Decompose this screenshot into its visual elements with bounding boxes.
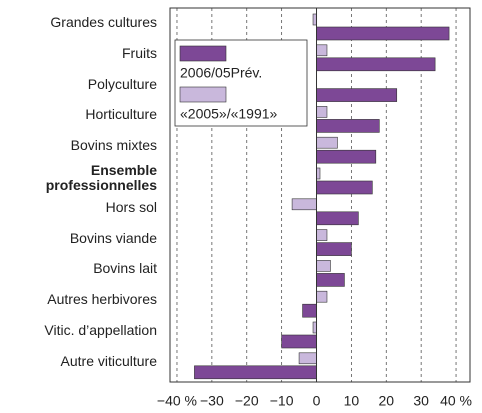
bar — [194, 365, 317, 380]
bar — [316, 260, 331, 272]
category-label: Bovins viande — [69, 229, 157, 246]
category-label: Grandes cultures — [50, 14, 157, 30]
bar — [312, 13, 317, 26]
legend-swatch — [179, 86, 227, 103]
category-label: Fruits — [122, 44, 157, 61]
bar — [316, 44, 328, 57]
category-label: Ensemble professionnelles — [45, 162, 157, 193]
category-label: Bovins mixtes — [70, 137, 157, 154]
bar — [316, 290, 328, 303]
bar — [316, 106, 328, 118]
category-label: Horticulture — [85, 106, 157, 123]
bar — [316, 119, 380, 133]
x-tick-label: −40 % — [157, 393, 197, 409]
legend-label: 2006/05Prév. — [180, 65, 262, 81]
bar — [312, 321, 317, 334]
bar — [316, 211, 359, 226]
x-tick-label: 0 — [313, 393, 321, 409]
bar — [316, 136, 338, 149]
category-label: Vitic. d’appellation — [44, 322, 157, 338]
bar — [316, 229, 328, 241]
x-tick-label: 20 — [378, 393, 394, 409]
bar — [281, 334, 317, 349]
x-tick-label: 30 — [413, 393, 429, 409]
bar — [316, 26, 450, 41]
bar — [316, 242, 352, 256]
bar — [302, 303, 317, 318]
bar — [298, 352, 317, 365]
legend-swatch — [179, 45, 227, 62]
bar — [316, 180, 373, 195]
x-tick-label: −10 — [270, 393, 294, 409]
bar — [316, 167, 321, 180]
category-label: Hors sol — [105, 198, 157, 215]
x-tick-label: 10 — [344, 393, 360, 409]
category-label: Bovins lait — [93, 260, 157, 277]
category-label: Autre viticulture — [60, 352, 157, 369]
bar — [316, 273, 345, 287]
category-label: Polyculture — [87, 75, 157, 92]
legend-label: «2005»/«1991» — [180, 106, 278, 122]
bar — [316, 88, 398, 102]
x-tick-label: −30 — [200, 393, 224, 409]
x-tick-label: 40 % — [440, 393, 472, 409]
bar — [316, 149, 377, 164]
x-tick-label: −20 — [235, 393, 259, 409]
bar — [291, 198, 317, 211]
plot-frame — [169, 7, 471, 383]
bar — [316, 57, 436, 72]
category-label: Autres herbivores — [47, 291, 157, 308]
